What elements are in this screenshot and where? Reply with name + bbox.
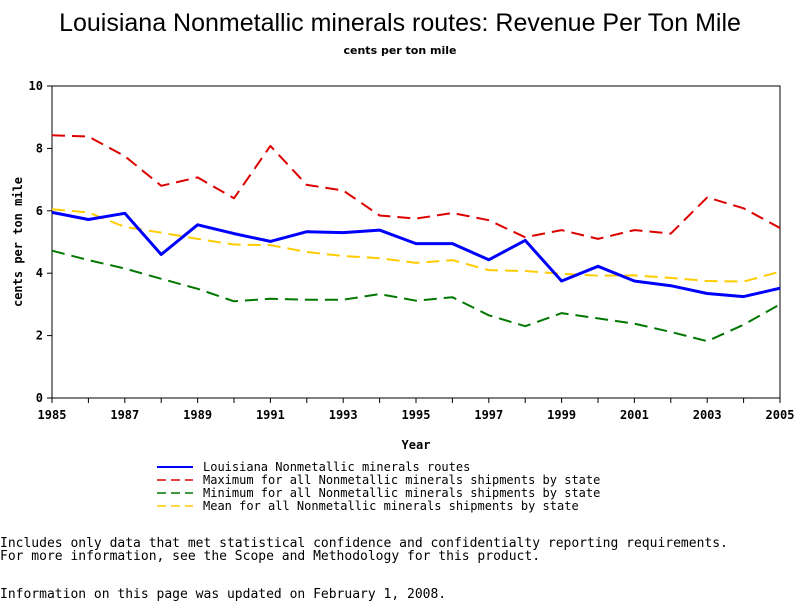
legend-label-3: Mean for all Nonmetallic minerals shipme… (203, 499, 579, 513)
x-tick-label: 2005 (766, 408, 795, 422)
note-updated: Information on this page was updated on … (0, 587, 447, 602)
note-confidence: Includes only data that met statistical … (0, 536, 728, 551)
x-axis-label: Year (402, 438, 431, 452)
legend-label-0: Louisiana Nonmetallic minerals routes (203, 460, 470, 474)
x-tick-label: 1995 (402, 408, 431, 422)
x-tick-label: 1999 (547, 408, 576, 422)
x-tick-label: 1985 (38, 408, 67, 422)
y-tick-label: 6 (36, 204, 43, 218)
y-tick-label: 0 (36, 391, 43, 405)
series-line-2 (51, 249, 781, 343)
y-axis-label: cents per ton mile (11, 177, 25, 307)
series-line-1 (51, 134, 781, 240)
x-tick-label: 1989 (183, 408, 212, 422)
y-tick-label: 10 (29, 79, 43, 93)
x-tick-label: 1997 (474, 408, 503, 422)
series-line-3 (51, 208, 781, 283)
x-tick-label: 1987 (110, 408, 139, 422)
x-axis: 1985 1987 1989 1991 1993 1995 1997 1999 2001 2003… (38, 398, 795, 422)
plot-frame (51, 85, 781, 399)
x-tick-label: 2003 (693, 408, 722, 422)
note-methodology: For more information, see the Scope and … (0, 549, 541, 564)
x-tick-label: 1991 (256, 408, 285, 422)
x-tick-label: 2001 (620, 408, 649, 422)
y-tick-label: 2 (36, 329, 43, 343)
chart-title: Louisiana Nonmetallic minerals routes: R… (59, 9, 741, 37)
series-layer (51, 134, 781, 343)
y-tick-label: 8 (36, 141, 43, 155)
y-axis: 0 2 4 6 8 10 (29, 79, 52, 405)
y-tick-label: 4 (36, 266, 43, 280)
legend-label-2: Minimum for all Nonmetallic minerals shi… (203, 486, 600, 500)
legend: Louisiana Nonmetallic minerals routesMax… (157, 460, 600, 513)
chart-subtitle: cents per ton mile (344, 44, 457, 57)
x-tick-label: 1993 (329, 408, 358, 422)
legend-label-1: Maximum for all Nonmetallic minerals shi… (203, 473, 600, 487)
series-line-0 (51, 210, 781, 299)
